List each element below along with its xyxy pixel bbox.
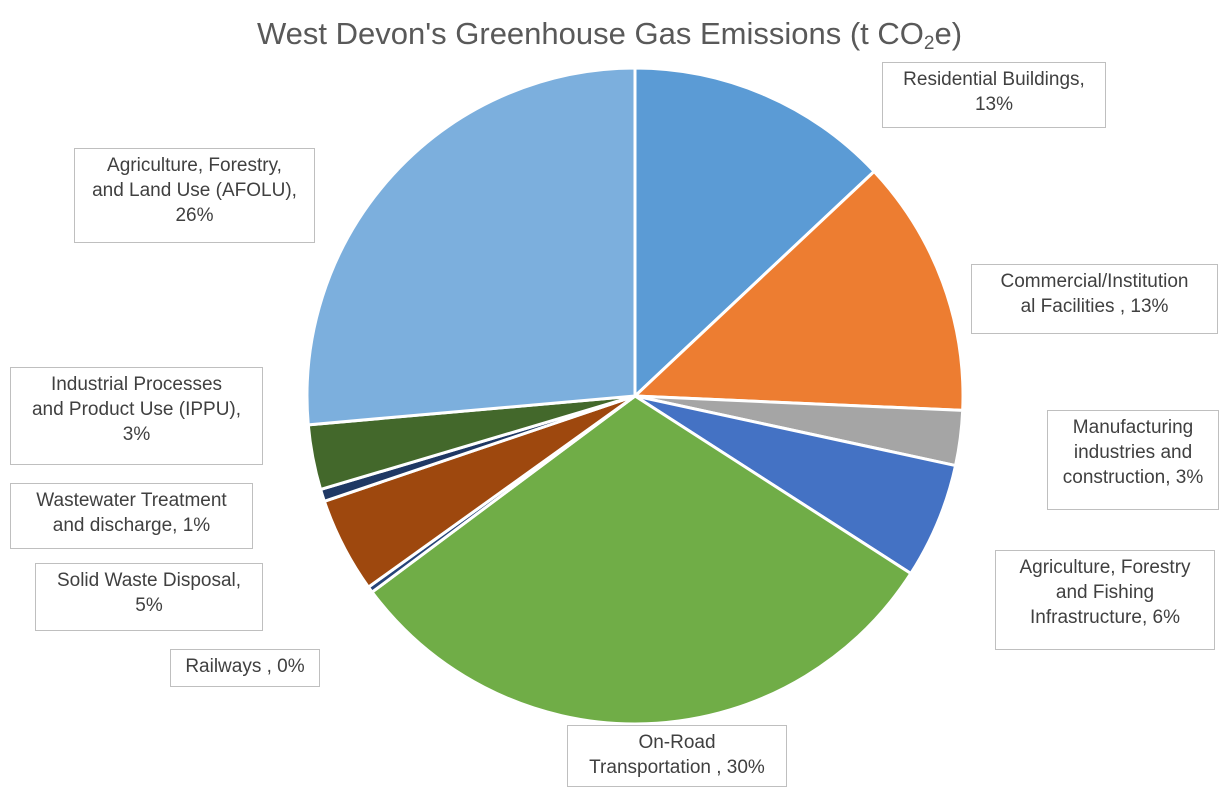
data-label-line: 26%: [175, 205, 214, 226]
data-label-line: 13%: [974, 94, 1014, 115]
data-label-line: industries and: [1073, 442, 1193, 463]
data-label-line: 3%: [122, 424, 151, 445]
pie-slice-2: [633, 169, 965, 412]
data-label-line: Industrial Processes: [50, 374, 223, 395]
data-label-line: and Product Use (IPPU),: [31, 399, 242, 420]
data-label-line: Agriculture, Forestry: [1019, 557, 1191, 578]
data-label-line: Manufacturing: [1072, 417, 1194, 438]
data-label-line: 5%: [135, 595, 163, 616]
data-label-line: On-Road: [638, 732, 716, 753]
chart-title: West Devon's Greenhouse Gas Emissions (t…: [256, 16, 963, 54]
data-label-line: Commercial/Institution: [1000, 271, 1189, 292]
data-label-1: Residential Buildings, 13%: [882, 62, 1106, 128]
pie-slice-5: [370, 394, 913, 726]
data-label-10: Agriculture, Forestry, and Land Use (AFOL…: [74, 148, 315, 243]
data-label-3: Manufacturing industries and construction,…: [1047, 410, 1219, 510]
data-label-line: Transportation , 30%: [589, 757, 765, 778]
data-label-4: Agriculture, Forestry and Fishing Infrastr…: [995, 550, 1215, 650]
data-label-2: Commercial/Institution al Facilities , 13…: [971, 264, 1218, 334]
data-label-line: Railways , 0%: [185, 656, 305, 677]
data-label-7: Solid Waste Disposal, 5%: [35, 563, 263, 631]
data-label-line: al Facilities , 13%: [1020, 296, 1169, 317]
data-label-line: construction, 3%: [1062, 467, 1204, 488]
data-label-5: On-Road Transportation , 30%: [567, 725, 787, 787]
data-label-8: Wastewater Treatment and discharge, 1%: [10, 483, 253, 549]
data-label-line: Residential Buildings,: [903, 69, 1085, 90]
pie-slice-10: [305, 66, 637, 427]
data-label-line: Wastewater Treatment: [36, 490, 227, 511]
data-label-line: Solid Waste Disposal,: [56, 570, 242, 591]
data-label-line: and discharge, 1%: [52, 515, 211, 536]
data-label-line: and Land Use (AFOLU),: [92, 180, 297, 201]
data-label-line: Infrastructure, 6%: [1030, 607, 1180, 628]
data-label-9: Industrial Processes and Product Use (IPP…: [10, 367, 263, 465]
data-label-line: Agriculture, Forestry,: [107, 155, 282, 176]
pie-slice-1: [633, 66, 876, 398]
data-label-6: Railways , 0%: [170, 649, 320, 687]
data-label-line: and Fishing: [1055, 582, 1155, 603]
